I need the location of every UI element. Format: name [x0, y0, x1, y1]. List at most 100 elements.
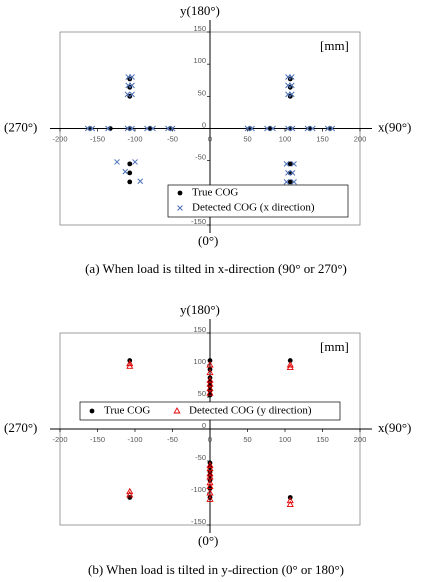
y-tick-label: 150	[193, 325, 206, 334]
point	[287, 179, 293, 185]
point	[105, 125, 111, 132]
point	[129, 82, 135, 89]
point	[286, 500, 294, 507]
y-tick-label: 0	[202, 421, 206, 430]
legend-marker	[89, 408, 95, 414]
x-tick-label: -200	[52, 435, 67, 444]
point	[165, 125, 171, 132]
point	[206, 495, 214, 502]
point	[126, 362, 134, 369]
legend-marker	[173, 407, 181, 414]
y-tick-label: -150	[191, 217, 206, 226]
point	[122, 168, 129, 175]
point	[206, 389, 214, 396]
point	[206, 482, 214, 490]
y-tick-label: -50	[195, 453, 206, 462]
point	[207, 358, 213, 363]
x-tick-label: 200	[354, 134, 367, 143]
point	[286, 496, 294, 504]
point	[206, 368, 214, 376]
y-tick-label: -50	[195, 153, 206, 162]
point	[206, 361, 214, 368]
y-axis-label: y(180°)	[180, 3, 220, 18]
point	[126, 490, 134, 498]
point	[127, 179, 133, 185]
point	[127, 161, 133, 167]
point	[264, 125, 270, 132]
point	[287, 358, 293, 363]
point	[206, 469, 214, 477]
legend-label: True COG	[192, 187, 238, 199]
legend-marker	[177, 190, 183, 196]
point	[126, 359, 134, 367]
point	[206, 489, 214, 496]
unit-annotation: [mm]	[320, 38, 349, 53]
bottom-label: (0°)	[198, 233, 218, 248]
x-tick-label: 0	[208, 134, 212, 143]
legend-label: Detected COG (y direction)	[189, 405, 312, 417]
point	[288, 91, 295, 98]
point	[285, 125, 291, 132]
x-tick-label: -150	[90, 435, 105, 444]
point	[129, 91, 135, 98]
point	[289, 125, 296, 132]
point	[129, 74, 135, 80]
x-tick-label: 150	[316, 134, 329, 143]
point	[324, 125, 331, 132]
point	[249, 125, 255, 132]
point	[89, 125, 96, 132]
point	[270, 125, 276, 132]
left-label: (270°)	[4, 119, 37, 134]
caption: (a) When load is tilted in x-direction (…	[85, 261, 347, 276]
legend-label: Detected COG (x direction)	[192, 202, 315, 214]
x-tick-label: 50	[243, 435, 251, 444]
y-tick-label: 50	[198, 88, 206, 97]
point	[283, 161, 290, 167]
point	[285, 170, 291, 176]
y-tick-label: 0	[202, 120, 206, 129]
point	[206, 376, 214, 383]
point	[244, 125, 251, 132]
y-tick-label: 100	[193, 357, 206, 366]
point	[127, 170, 133, 176]
y-tick-label: 50	[198, 389, 206, 398]
bottom-label: (0°)	[198, 533, 218, 548]
point	[144, 125, 150, 132]
point	[127, 495, 133, 500]
legend-box	[167, 184, 349, 218]
point	[206, 478, 214, 486]
point	[291, 161, 297, 167]
point	[206, 461, 214, 468]
point	[304, 125, 311, 132]
point	[84, 125, 91, 132]
point	[283, 179, 290, 185]
point	[288, 74, 295, 80]
y-tick-label: -100	[191, 485, 206, 494]
x-tick-label: -50	[167, 435, 178, 444]
point	[287, 161, 293, 167]
x-axis-label: x(90°)	[378, 119, 411, 134]
x-tick-label: 100	[279, 435, 292, 444]
point	[329, 125, 336, 132]
point	[124, 125, 131, 132]
y-tick-label: 150	[193, 24, 206, 33]
left-label: (270°)	[4, 420, 37, 435]
x-axis-label: x(90°)	[378, 420, 411, 435]
point	[114, 159, 120, 165]
point	[129, 125, 135, 132]
point	[286, 361, 294, 368]
legend-box	[79, 401, 341, 421]
x-tick-label: 50	[243, 134, 251, 143]
legend-marker	[177, 205, 183, 211]
y-axis-label: y(180°)	[180, 302, 220, 317]
x-tick-label: 100	[279, 134, 292, 143]
x-tick-label: 200	[354, 435, 367, 444]
y-tick-label: -150	[191, 517, 206, 526]
point	[150, 125, 156, 132]
y-tick-label: 100	[193, 56, 206, 65]
x-tick-label: 150	[316, 435, 329, 444]
point	[132, 159, 138, 165]
caption: (b) When load is tilted in y-direction (…	[88, 562, 344, 577]
x-tick-label: -150	[90, 134, 105, 143]
x-tick-label: -100	[127, 435, 142, 444]
